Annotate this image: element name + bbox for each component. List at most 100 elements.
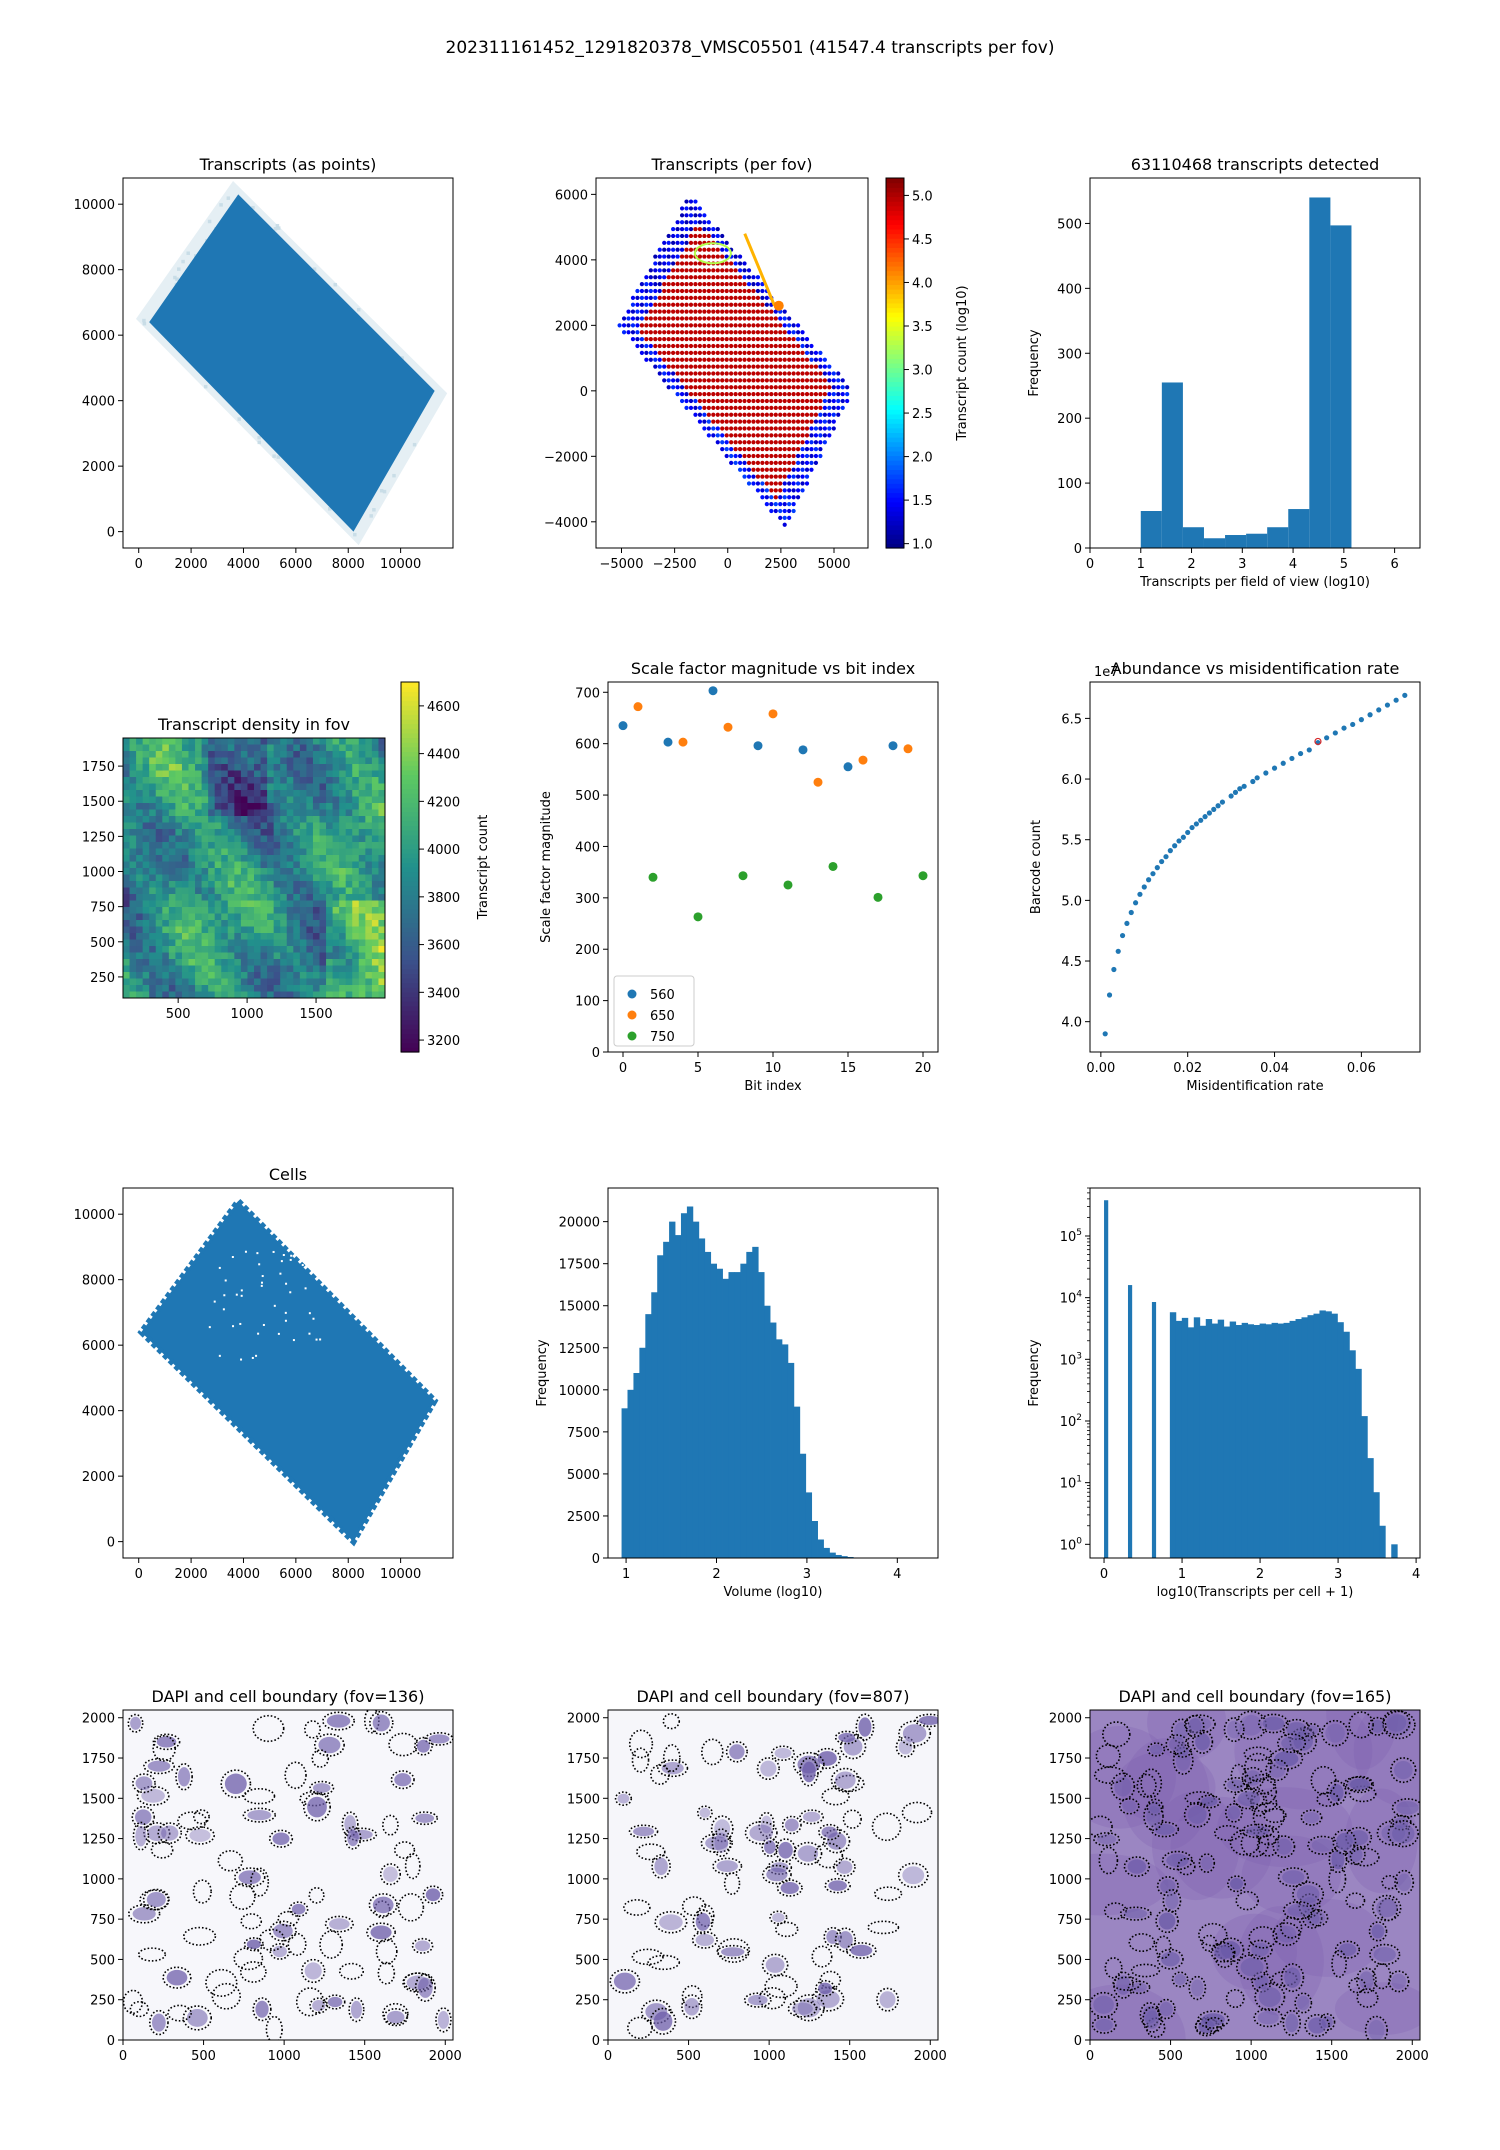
density-cell: [352, 855, 360, 862]
fov-point: [684, 213, 689, 218]
dapi-fov-165-nucleus: [1305, 1725, 1318, 1736]
fov-point: [778, 405, 783, 410]
density-in-fov-ytick-label: 750: [90, 901, 115, 916]
fov-point: [778, 336, 783, 342]
density-cell: [293, 965, 301, 973]
per-cell-bar: [1271, 1322, 1278, 1558]
dapi-fov-807-nucleus: [780, 1882, 799, 1894]
fov-point: [787, 343, 792, 349]
dapi-fov-165-nucleus: [1371, 1924, 1385, 1939]
density-cell: [240, 855, 248, 862]
fov-point: [693, 357, 698, 362]
density-cell: [365, 920, 373, 927]
misid-point: [1150, 871, 1156, 877]
density-cell: [123, 848, 131, 856]
density-cell: [358, 796, 366, 804]
dapi-fov-165-cell-boundary: [1143, 1801, 1164, 1831]
fov-point: [831, 371, 836, 376]
density-cell: [142, 738, 150, 745]
transcripts-region: [149, 194, 435, 532]
density-cell: [332, 744, 340, 752]
density-cell: [254, 835, 262, 843]
fov-point: [671, 226, 676, 232]
density-in-fov-colorbar-segment: [401, 917, 419, 924]
dapi-fov-136-cell-boundary: [269, 1943, 291, 1960]
dapi-fov-136-chart: 0 500 1000 1500 2000025050075010001250150017…: [82, 1687, 462, 2064]
transcripts-per-fov-colorbar-segment: [886, 404, 904, 410]
density-cell: [352, 842, 360, 849]
fov-point: [666, 316, 671, 321]
density-cell: [339, 803, 347, 810]
transcripts-fringe-point: [226, 196, 231, 200]
density-cell: [339, 913, 347, 921]
fov-point: [755, 364, 761, 369]
per-cell-bar: [1104, 1200, 1109, 1558]
density-cell: [136, 926, 144, 934]
density-cell: [129, 809, 137, 817]
density-cell: [240, 751, 248, 758]
density-cell: [371, 965, 379, 973]
fov-point: [684, 330, 689, 335]
density-cell: [267, 783, 275, 791]
fov-point: [684, 336, 689, 342]
fov-point: [729, 405, 734, 410]
cells-gap: [290, 1254, 293, 1257]
fov-point: [773, 481, 778, 486]
density-cell: [234, 822, 242, 830]
density-cell: [365, 835, 373, 843]
density-cell: [267, 926, 275, 934]
density-cell: [181, 777, 189, 784]
dapi-fov-807-cell-boundary: [799, 1757, 819, 1787]
density-cell: [162, 738, 170, 745]
density-cell: [260, 907, 268, 914]
density-cell: [129, 835, 137, 843]
density-cell: [306, 816, 314, 823]
density-cell: [267, 796, 275, 804]
scale-factor-point-650: [678, 737, 688, 747]
density-cell: [162, 783, 170, 791]
density-cell: [286, 874, 294, 882]
transcripts-per-fov-colorbar-segment: [886, 312, 904, 318]
fov-point: [773, 453, 778, 459]
fov-point: [751, 350, 756, 355]
fov-low-count-streak: [743, 233, 776, 307]
fov-point: [644, 302, 649, 307]
density-cell: [240, 978, 248, 986]
dapi-fov-136-cell-boundary: [319, 1930, 344, 1959]
cells-gap: [285, 1282, 288, 1285]
density-cell: [332, 939, 340, 947]
fov-point: [818, 453, 823, 459]
density-cell: [312, 907, 320, 914]
density-cell: [326, 874, 334, 882]
density-cell: [339, 816, 347, 823]
fov-point: [702, 213, 707, 218]
density-cell: [240, 894, 248, 901]
misid-point: [1324, 735, 1330, 741]
density-cell: [378, 868, 385, 875]
fov-point: [675, 302, 680, 307]
density-in-fov-colorbar-segment: [401, 862, 419, 868]
fov-point: [751, 433, 756, 438]
density-cell: [306, 907, 314, 914]
density-cell: [352, 946, 360, 953]
density-cell: [175, 900, 183, 908]
fov-point: [831, 385, 836, 390]
transcripts-per-fov-colorbar-segment: [886, 289, 904, 295]
density-in-fov-colorbar-segment: [401, 742, 419, 748]
density-cell: [260, 751, 268, 758]
fov-point: [778, 481, 783, 486]
cells-ytick-label: 0: [107, 1536, 115, 1551]
density-cell: [286, 855, 294, 862]
density-cell: [188, 868, 196, 875]
density-cell: [286, 959, 294, 966]
density-cell: [195, 933, 203, 940]
transcripts-per-fov-colorbar-segment: [886, 335, 904, 341]
fov-point: [639, 302, 645, 307]
fov-point: [813, 378, 819, 383]
dapi-fov-165-nucleus: [1311, 1911, 1326, 1924]
density-in-fov-colorbar-segment: [401, 728, 419, 734]
density-cell: [254, 913, 262, 921]
dapi-fov-807-cell-boundary: [776, 1879, 803, 1897]
dapi-fov-165-cell-boundary: [1241, 1766, 1265, 1790]
transcripts-per-cell-histogram-chart: 0 1 2 3 4100101102103104105log10(Transcripts…: [1027, 1187, 1421, 1600]
